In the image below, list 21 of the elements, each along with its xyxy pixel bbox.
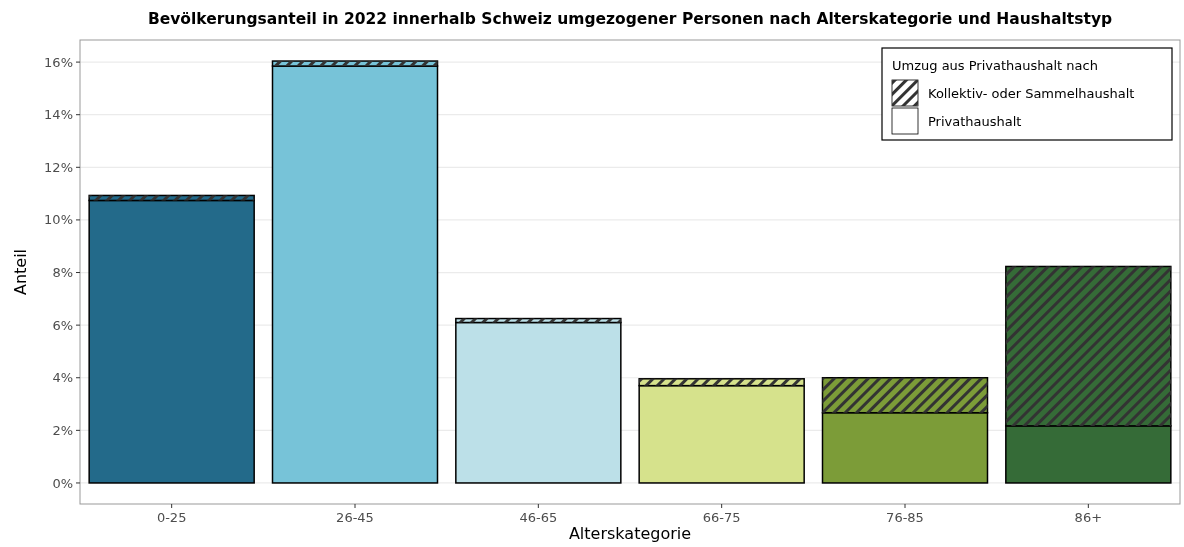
y-tick-label: 4%	[52, 370, 73, 386]
x-tick-label: 66-75	[702, 510, 741, 525]
y-tick-label: 16%	[44, 54, 73, 70]
y-axis-title: Anteil	[11, 248, 30, 296]
x-tick-label: 0-25	[156, 510, 187, 525]
legend-title: Umzug aus Privathaushalt nach	[892, 58, 1098, 73]
y-tick-label: 2%	[52, 422, 73, 438]
x-tick-label: 86+	[1074, 510, 1103, 525]
y-tick-label: 0%	[52, 475, 73, 491]
y-tick-label: 14%	[44, 107, 73, 123]
x-tick-label: 26-45	[336, 510, 374, 525]
legend-label: Privathaushalt	[928, 113, 1022, 129]
x-tick-label: 76-85	[886, 510, 924, 525]
x-tick-label: 46-65	[519, 510, 558, 525]
y-tick-label: 8%	[52, 265, 73, 281]
y-tick-label: 10%	[44, 212, 73, 228]
legend-label: Kollektiv- oder Sammelhaushalt	[928, 85, 1135, 101]
chart-title: Bevölkerungsanteil in 2022 innerhalb Schweiz umgezogener Personen nach Alterskategorie und Haushaltstyp	[147, 10, 1113, 28]
x-axis-title: Alterskategorie	[568, 524, 692, 543]
y-tick-label: 6%	[52, 317, 73, 333]
y-tick-label: 12%	[44, 159, 73, 175]
